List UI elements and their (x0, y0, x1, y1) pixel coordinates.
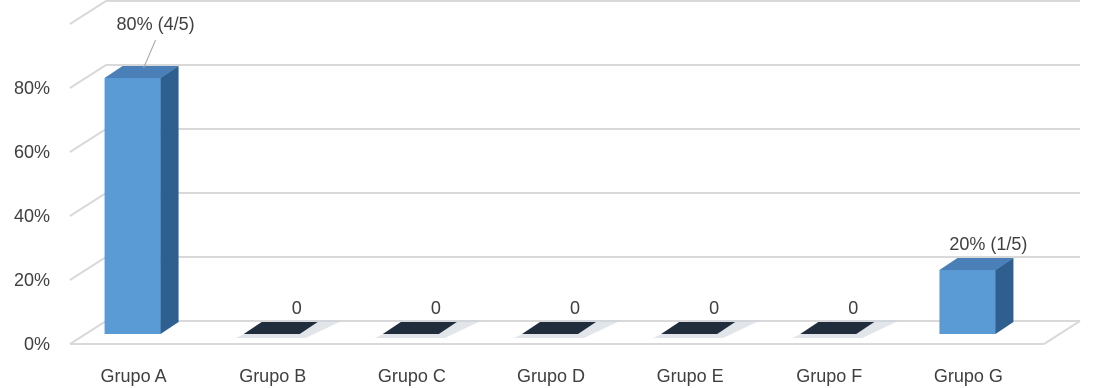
data-label: 0 (848, 298, 858, 318)
bar-front (939, 270, 996, 334)
bar-zero (243, 322, 318, 334)
data-label-leader (143, 39, 157, 69)
bar-grupo-f (792, 320, 901, 338)
data-labels: 80% (4/5) 0 0 0 0 0 20% (1/5) (117, 14, 1028, 318)
bars (104, 66, 1014, 338)
bar-grupo-c (374, 320, 483, 338)
y-tick-label: 80% (14, 78, 50, 98)
x-category-label: Grupo C (378, 366, 446, 386)
bar-zero (800, 322, 875, 334)
x-axis-categories: Grupo A Grupo B Grupo C Grupo D Grupo E Grupo… (101, 366, 1003, 386)
y-tick-label: 60% (14, 142, 50, 162)
y-axis-ticks: 0% 20% 40% 60% 80% (14, 78, 50, 354)
data-label: 0 (431, 298, 441, 318)
gridline-side (69, 256, 107, 281)
bar-top (104, 66, 179, 78)
x-category-label: Grupo D (517, 366, 585, 386)
data-label: 80% (4/5) (117, 14, 195, 34)
data-label: 20% (1/5) (949, 234, 1027, 254)
gridlines (69, 0, 1081, 345)
bar-grupo-e (653, 320, 762, 338)
bar-grupo-d (514, 320, 622, 338)
bar-grupo-b (235, 320, 344, 338)
gridline-side (69, 0, 107, 25)
y-tick-label: 0% (24, 334, 50, 354)
x-category-label: Grupo F (796, 366, 862, 386)
data-label: 0 (292, 298, 302, 318)
bar-grupo-g (939, 258, 1014, 334)
x-category-label: Grupo A (101, 366, 167, 386)
x-category-label: Grupo E (657, 366, 724, 386)
x-category-label: Grupo G (934, 366, 1003, 386)
data-label: 0 (570, 298, 580, 318)
data-label: 0 (709, 298, 719, 318)
y-tick-label: 20% (14, 270, 50, 290)
bar-top (939, 258, 1014, 270)
bar-zero (522, 322, 596, 334)
gridline-side (69, 64, 107, 89)
bar-zero (382, 322, 457, 334)
bar-zero (661, 322, 736, 334)
gridline-side (69, 128, 107, 153)
gridline-side (69, 320, 107, 345)
x-category-label: Grupo B (239, 366, 306, 386)
bar-side (995, 258, 1014, 334)
bar-front (104, 78, 161, 334)
bar-side (160, 66, 179, 334)
gridline-side (69, 192, 107, 217)
floor-edge-side (1043, 320, 1081, 345)
y-tick-label: 40% (14, 206, 50, 226)
bar-grupo-a (104, 66, 179, 334)
